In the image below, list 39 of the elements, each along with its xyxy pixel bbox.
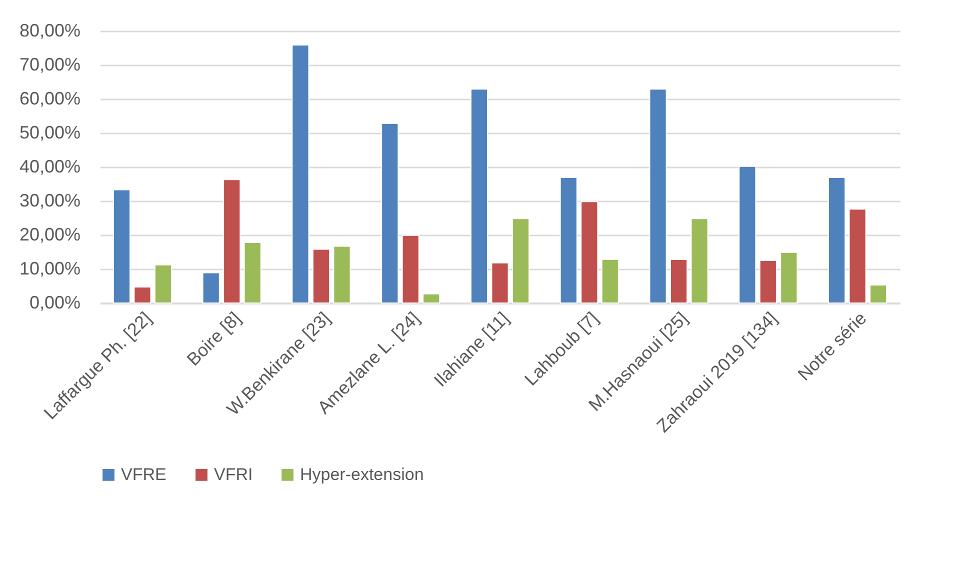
bar: [759, 260, 777, 304]
bar: [312, 248, 330, 304]
bar: [649, 88, 667, 304]
bar: [738, 166, 756, 304]
legend-label: VFRI: [214, 464, 253, 484]
legend-label: Hyper-extension: [300, 464, 424, 484]
bar: [512, 218, 530, 304]
bar: [780, 252, 798, 304]
y-tick-label: 30,00%: [19, 190, 80, 210]
bar: [690, 218, 708, 304]
bar: [223, 179, 241, 304]
y-tick-label: 70,00%: [19, 54, 80, 74]
y-tick-label: 0,00%: [29, 292, 80, 312]
legend-label: VFRE: [121, 464, 166, 484]
bar: [560, 177, 578, 304]
bar: [134, 286, 152, 304]
bar: [422, 293, 440, 304]
y-tick-label: 60,00%: [19, 88, 80, 108]
bar: [244, 242, 262, 304]
bar: [381, 122, 399, 304]
bar: [828, 177, 846, 304]
y-tick-label: 10,00%: [19, 258, 80, 278]
bar: [154, 264, 172, 304]
bar: [491, 262, 509, 304]
bar: [869, 284, 888, 304]
bar: [601, 258, 619, 304]
y-tick-label: 80,00%: [19, 20, 80, 40]
bar: [292, 44, 310, 304]
bar: [580, 201, 598, 304]
y-tick-label: 20,00%: [19, 224, 80, 244]
bar: [112, 189, 131, 304]
bar: [470, 88, 488, 304]
y-tick-label: 50,00%: [19, 122, 80, 142]
bar: [848, 208, 866, 304]
bar: [402, 234, 420, 304]
bar: [670, 258, 688, 304]
bar: [202, 272, 220, 304]
bar: [333, 246, 351, 304]
y-tick-label: 40,00%: [19, 156, 80, 176]
